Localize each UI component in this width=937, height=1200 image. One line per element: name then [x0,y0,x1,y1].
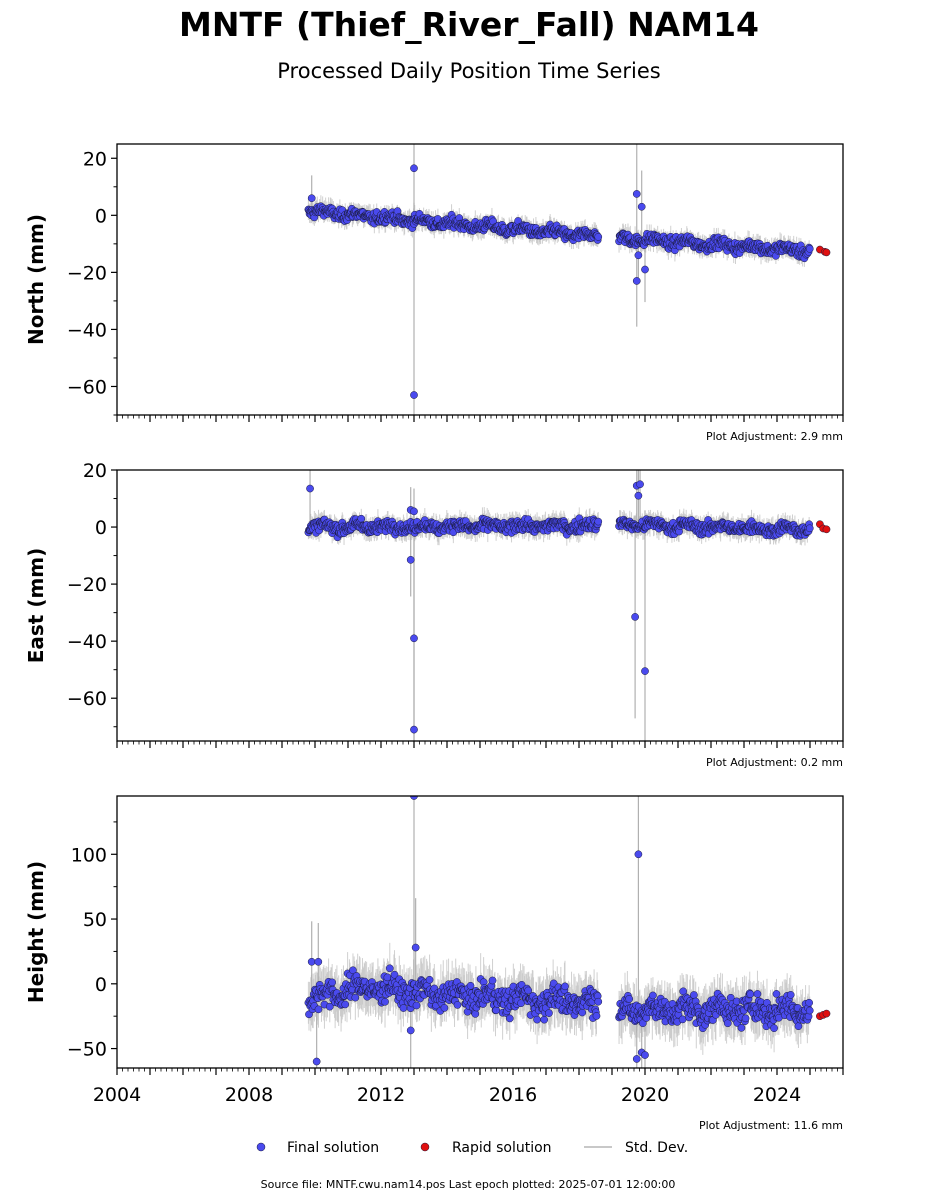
final-solution-point [625,995,634,1003]
plot-area-east [304,470,831,741]
final-solution-point [466,981,475,990]
final-solution-outlier [632,277,641,285]
final-solution-point [425,975,434,984]
y-tick-label: 0 [95,205,107,227]
final-solution-point [540,1015,549,1024]
y-tick-label: 20 [83,148,107,170]
final-solution-outlier [631,613,639,621]
y-tick-label: 20 [83,460,107,482]
y-tick-label: −20 [67,574,107,596]
final-solution-point [349,966,357,975]
y-tick-label: −40 [67,631,107,653]
final-solution-point [471,1010,480,1018]
final-solution-point [325,1002,334,1011]
axes-frame [116,143,844,416]
figure-subtitle: Processed Daily Position Time Series [277,59,661,83]
final-solution-outlier [636,480,644,489]
final-solution-outlier [307,194,316,203]
y-tick-label: −60 [67,376,107,398]
rapid-solution-point [822,525,831,534]
panels-group: 20 0 −20 −40 −60 North (mm) Plot Adjustment: 2… [24,143,844,1132]
y-tick-label: 0 [95,517,107,539]
plot-area-north [304,144,831,415]
final-solution-point [649,991,657,1000]
plot-adjustment-note: Plot Adjustment: 2.9 mm [706,430,843,443]
final-solution-point [341,1000,350,1009]
final-solution-point [533,1015,541,1024]
rapid-solution-point [822,248,831,257]
panel-east: 20 0 −20 −40 −60 East (mm) Plot Adjustment: 0.… [24,460,844,769]
final-solution-point [805,524,814,533]
final-solution-outlier [641,667,649,675]
y-tick-label: −40 [67,319,107,341]
final-solution-point [453,1001,462,1009]
final-solution-outlier [637,202,646,211]
final-solution-outlier [406,556,415,564]
final-solution-outlier [641,265,649,274]
panel-north: 20 0 −20 −40 −60 North (mm) Plot Adjustment: 2… [24,143,844,443]
final-solution-point [351,993,360,1002]
final-solution-point [578,1008,587,1017]
final-solution-point [594,997,603,1006]
y-tick-label: −20 [67,262,107,284]
final-solution-point [412,1001,421,1010]
final-solution-point [385,964,394,973]
y-tick-label: −60 [67,688,107,710]
plot-adjustment-note: Plot Adjustment: 0.2 mm [706,756,843,769]
figure-title: MNTF (Thief_River_Fall) NAM14 [179,5,759,44]
final-solution-outlier [306,484,314,493]
final-solution-point [505,1014,514,1023]
y-axis-label: East (mm) [24,548,48,664]
final-solution-point [492,1006,500,1015]
final-solution-point [592,1012,601,1020]
final-solution-point [594,517,603,526]
final-solution-outlier [410,634,418,643]
final-solution-point [390,970,399,979]
final-solution-point [594,233,603,241]
final-solution-outlier [410,164,418,173]
final-solution-point [314,1005,323,1014]
axes-frame [116,469,844,742]
y-axis-label: North (mm) [24,214,48,345]
final-solution-outlier [634,251,643,260]
final-solution-outlier [410,725,418,734]
final-solution-point [524,986,533,995]
final-solution-point [561,982,569,991]
final-solution-outlier [632,190,641,198]
final-solution-point [399,1004,408,1012]
final-solution-point [805,244,814,253]
final-solution-outlier [410,391,418,399]
final-solution-point [440,1004,449,1012]
final-solution-point [545,1009,553,1017]
final-solution-point [357,514,366,523]
final-solution-point [328,978,337,987]
final-solution-point [383,973,392,982]
final-solution-outlier [634,491,643,500]
final-solution-outlier [410,507,418,516]
plot-area-height [304,796,831,1068]
final-solution-point [488,976,497,985]
final-solution-point [381,997,389,1006]
